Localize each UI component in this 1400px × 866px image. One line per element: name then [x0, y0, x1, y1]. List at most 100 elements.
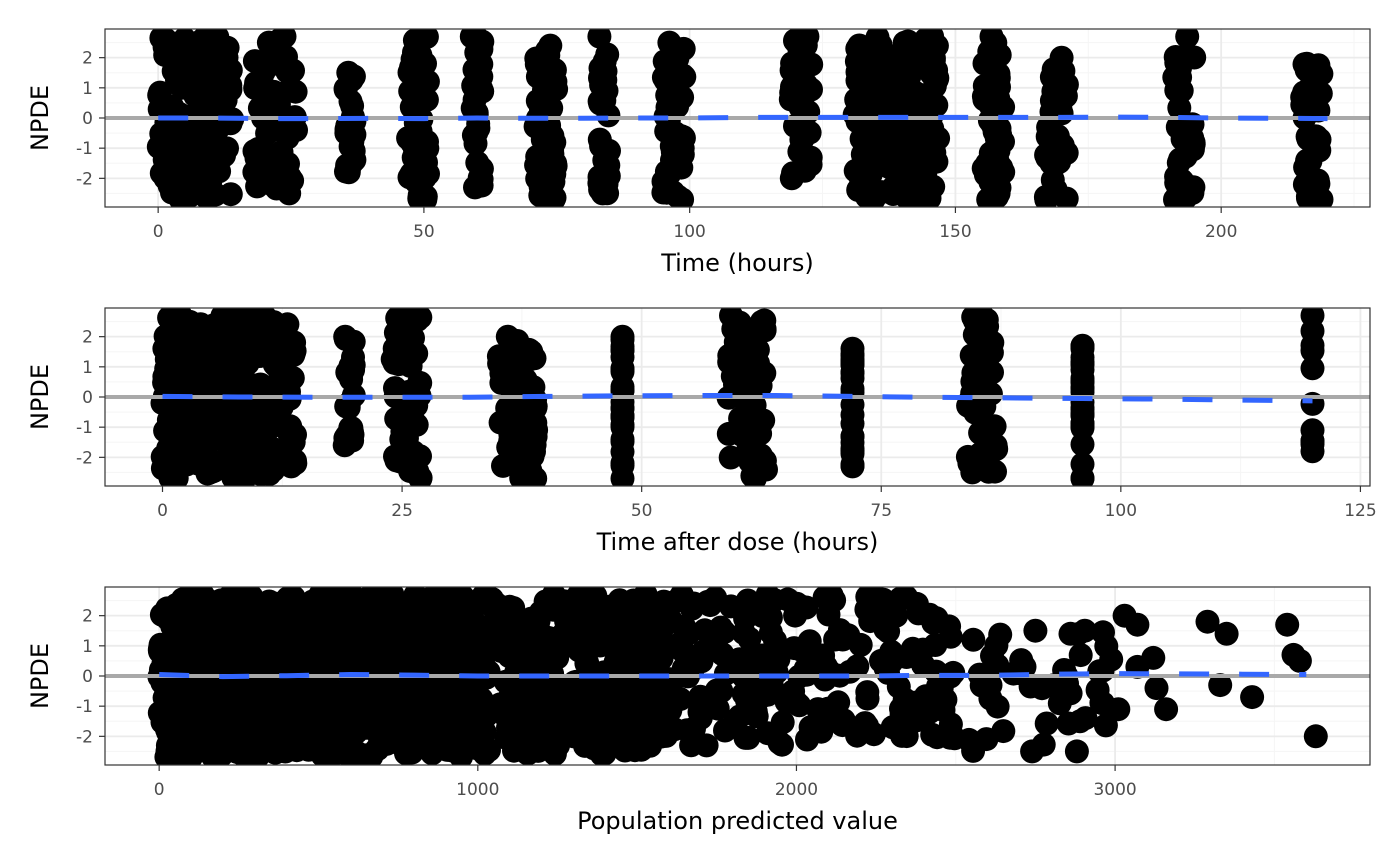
data-point: [1304, 124, 1329, 149]
data-point: [382, 350, 407, 375]
data-point: [902, 134, 926, 159]
data-point: [218, 58, 243, 83]
data-point: [712, 620, 737, 645]
data-point: [1214, 621, 1239, 646]
data-point: [882, 129, 907, 154]
data-point: [1164, 164, 1189, 189]
data-point: [395, 308, 420, 329]
data-point: [689, 649, 714, 674]
data-point: [611, 703, 636, 728]
panel-1: 0 50 100 150 200 -2 -1 0 1 2 Time (hours) NPDE: [26, 28, 1371, 277]
data-point: [226, 432, 251, 457]
data-point: [564, 669, 589, 694]
data-point: [196, 36, 220, 61]
data-point: [541, 717, 566, 742]
data-point: [875, 108, 900, 133]
data-point: [1093, 713, 1118, 738]
y-tick-label: 2: [82, 49, 93, 69]
data-point: [1070, 402, 1095, 427]
data-point: [1296, 186, 1320, 207]
y-tick-label: 1: [82, 79, 93, 99]
data-point: [1144, 676, 1169, 701]
data-point: [339, 68, 364, 92]
data-point: [154, 745, 179, 765]
data-point: [291, 594, 316, 619]
data-point: [904, 173, 929, 198]
data-point: [819, 587, 844, 608]
data-point: [1275, 612, 1300, 637]
data-point: [194, 427, 219, 452]
data-point: [1058, 681, 1083, 706]
data-point: [847, 33, 872, 58]
x-tick-label: 0: [153, 222, 164, 242]
data-point: [669, 630, 694, 655]
data-point: [342, 109, 367, 134]
data-point: [1294, 58, 1319, 82]
x-tick-label: 50: [631, 501, 653, 521]
data-point: [967, 319, 991, 344]
data-points: [147, 587, 1328, 765]
data-point: [487, 351, 512, 376]
data-point: [911, 653, 936, 677]
data-point: [503, 443, 527, 468]
data-point: [250, 723, 275, 748]
data-point: [474, 703, 499, 728]
data-point: [307, 706, 331, 731]
data-point: [394, 426, 419, 451]
data-point: [754, 600, 779, 624]
x-tick-label: 0: [157, 501, 168, 521]
data-point: [618, 683, 643, 708]
data-point: [243, 654, 267, 679]
data-point: [1171, 45, 1195, 70]
data-point: [1175, 29, 1200, 49]
data-point: [264, 176, 289, 201]
data-point: [610, 395, 635, 420]
data-point: [493, 669, 518, 694]
data-point: [261, 685, 286, 709]
data-point: [237, 587, 262, 611]
data-point: [201, 458, 226, 483]
data-point: [525, 644, 550, 669]
data-point: [984, 184, 1009, 207]
y-tick-label: -1: [76, 418, 93, 438]
data-point: [938, 712, 963, 737]
data-point: [552, 691, 577, 716]
data-point: [160, 433, 185, 457]
data-point: [591, 600, 616, 625]
data-point: [1034, 711, 1059, 736]
data-point: [718, 445, 743, 470]
data-point: [171, 337, 196, 362]
data-point: [752, 448, 777, 473]
data-point: [588, 56, 613, 81]
x-tick-label: 1000: [456, 780, 499, 800]
data-point: [1070, 432, 1095, 457]
data-point: [393, 692, 418, 717]
data-point: [662, 717, 687, 742]
data-point: [830, 713, 855, 738]
data-point: [285, 619, 310, 644]
x-tick-label: 3000: [1093, 780, 1136, 800]
x-tick-label: 100: [1105, 501, 1137, 521]
data-point: [396, 322, 421, 347]
data-point: [584, 710, 609, 735]
data-point: [206, 91, 230, 116]
data-point: [628, 716, 653, 741]
data-point: [420, 736, 445, 761]
data-point: [217, 731, 242, 756]
data-point: [651, 180, 676, 205]
data-point: [278, 332, 302, 357]
data-point: [525, 144, 550, 169]
data-point: [426, 592, 450, 617]
data-point: [188, 382, 213, 407]
data-point: [792, 158, 817, 183]
data-point: [926, 126, 951, 151]
data-point: [968, 420, 993, 445]
x-tick-label: 100: [673, 222, 705, 242]
y-tick-label: 1: [82, 637, 93, 657]
y-tick-label: -2: [76, 448, 93, 468]
data-point: [169, 360, 194, 385]
data-point: [534, 181, 558, 206]
data-point: [913, 152, 938, 177]
data-point: [645, 646, 670, 671]
